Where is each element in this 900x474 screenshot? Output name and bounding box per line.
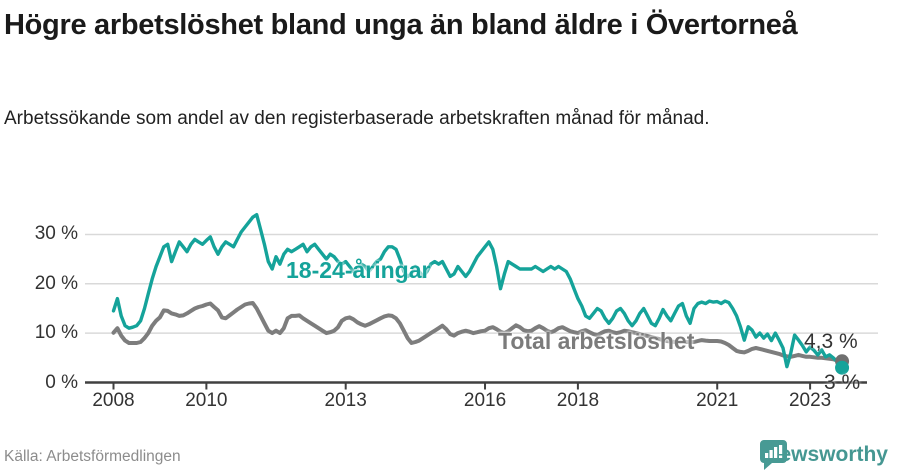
x-tick-label-2013: 2013 — [324, 390, 367, 411]
newsworthy-logo[interactable]: Newsworthy — [758, 439, 888, 471]
x-axis — [85, 381, 867, 390]
line-18-24-åringar — [111, 212, 843, 370]
x-tick-label-2023: 2023 — [788, 390, 832, 411]
series-label-total: Total arbetslöshet — [498, 328, 695, 354]
end-value-label-youth: 3 % — [824, 371, 861, 394]
source-note: Källa: Arbetsförmedlingen — [4, 448, 181, 465]
series-lines — [111, 212, 844, 370]
end-dots — [835, 354, 850, 375]
end-dot-18-24-åringar — [835, 360, 850, 375]
y-tick-label-0: 0 % — [45, 371, 78, 393]
x-tick-label-2021: 2021 — [696, 390, 739, 411]
y-tick-label-10: 10 % — [34, 322, 78, 344]
newsworthy-logo-text: Newsworthy — [764, 443, 888, 466]
x-tick-label-2008: 2008 — [92, 390, 135, 411]
x-tick-label-2010: 2010 — [185, 390, 228, 411]
line-Total arbetslöshet — [111, 301, 844, 364]
x-tick-label-2016: 2016 — [463, 390, 507, 411]
y-tick-label-20: 20 % — [34, 272, 78, 294]
y-tick-label-30: 30 % — [34, 223, 78, 245]
newsworthy-logo-icon — [760, 440, 788, 470]
end-value-label-total: 4,3 % — [804, 330, 858, 353]
page-subtitle: Arbetssökande som andel av den registerb… — [4, 108, 710, 129]
page-title: Högre arbetslöshet bland unga än bland ä… — [4, 9, 798, 41]
series-label-youth: 18-24-åringar — [286, 257, 431, 283]
x-tick-label-2018: 2018 — [556, 390, 600, 411]
